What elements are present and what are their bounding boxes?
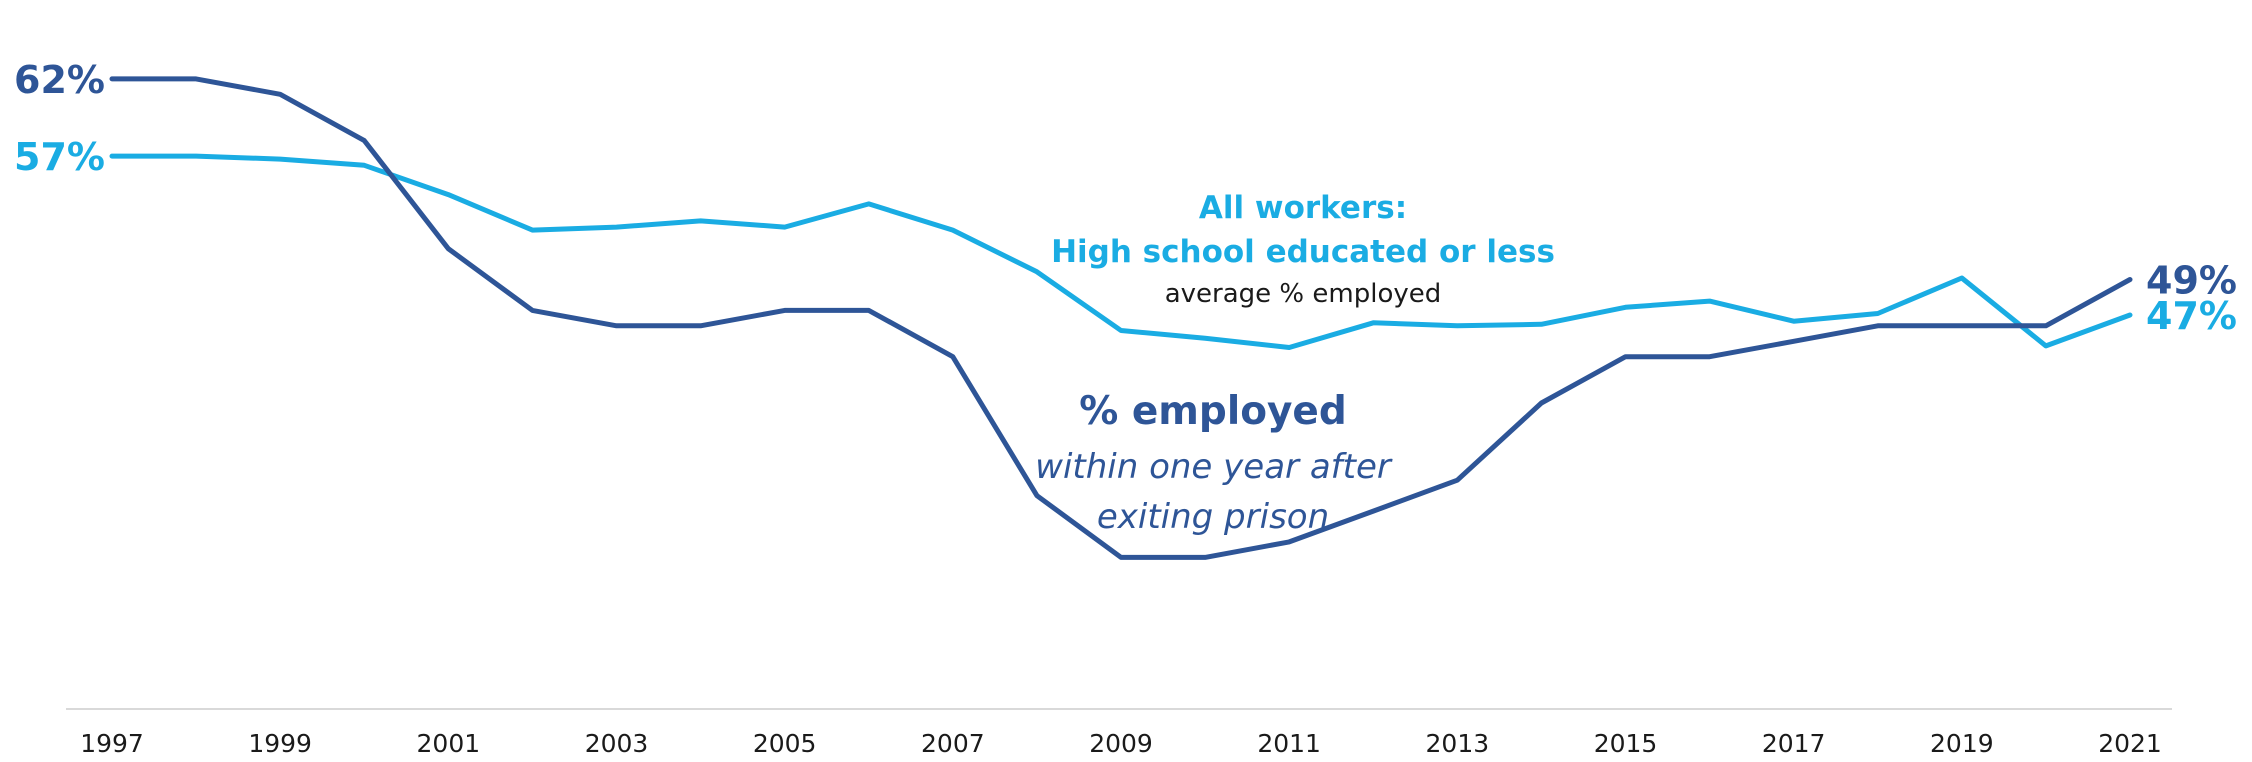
series-end-labels: 62% 49% 57% 47% xyxy=(14,58,2237,338)
x-tick-label-2015: 2015 xyxy=(1594,729,1658,758)
x-tick-label-2009: 2009 xyxy=(1089,729,1153,758)
series-line-prison xyxy=(109,76,2133,560)
prison-annotation-title: % employed xyxy=(1079,389,1347,434)
prison-annotation-line2: within one year after xyxy=(1035,447,1393,487)
x-tick-labels: 1997 1999 2001 2003 2005 2007 2009 2011 2013 2015… xyxy=(80,729,2162,758)
workers-annotation-note: average % employed xyxy=(1165,279,1442,309)
x-tick-label-2017: 2017 xyxy=(1762,729,1826,758)
end-label-prison: 49% xyxy=(2146,259,2237,303)
series-lines xyxy=(109,76,2133,560)
x-tick-label-2011: 2011 xyxy=(1257,729,1321,758)
series-line-workers xyxy=(109,153,2133,350)
prison-annotation-line3: exiting prison xyxy=(1097,497,1329,537)
start-label-workers: 57% xyxy=(14,135,105,179)
x-tick-label-2021: 2021 xyxy=(2098,729,2162,758)
workers-annotation-subtitle: High school educated or less xyxy=(1051,234,1555,270)
x-tick-label-2005: 2005 xyxy=(753,729,817,758)
x-tick-label-1997: 1997 xyxy=(80,729,144,758)
workers-annotation-title: All workers: xyxy=(1199,190,1407,226)
x-tick-label-2019: 2019 xyxy=(1930,729,1994,758)
end-label-workers: 47% xyxy=(2146,294,2237,338)
x-tick-label-1999: 1999 xyxy=(248,729,312,758)
x-tick-label-2001: 2001 xyxy=(417,729,481,758)
start-label-prison: 62% xyxy=(14,58,105,102)
x-tick-label-2003: 2003 xyxy=(585,729,649,758)
x-tick-label-2013: 2013 xyxy=(1426,729,1490,758)
x-tick-label-2007: 2007 xyxy=(921,729,985,758)
